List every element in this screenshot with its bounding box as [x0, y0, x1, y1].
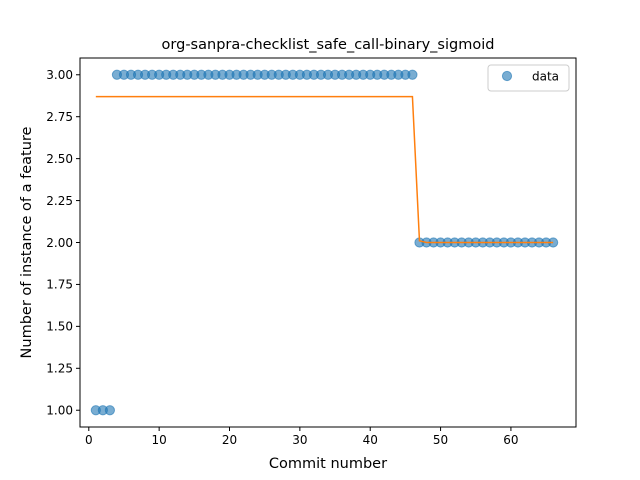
data-point — [104, 405, 116, 416]
y-tick-label: 2.50 — [46, 152, 73, 166]
x-tick-label: 50 — [433, 433, 448, 447]
y-axis-ticks: 1.00 1.25 1.50 1.75 2.00 2.25 2.50 2.75 3.00 — [46, 68, 80, 418]
y-tick-label: 2.25 — [46, 194, 73, 208]
legend-label: data — [532, 70, 559, 84]
scatter-series-data — [90, 69, 559, 416]
y-tick-label: 3.00 — [46, 68, 73, 82]
x-tick-label: 10 — [152, 433, 167, 447]
legend-marker — [501, 70, 513, 82]
y-tick-label: 1.00 — [46, 404, 73, 418]
x-tick-label: 20 — [222, 433, 237, 447]
y-tick-label: 2.00 — [46, 236, 73, 250]
x-axis-label: Commit number — [269, 456, 387, 472]
y-tick-label: 1.75 — [46, 278, 73, 292]
x-tick-label: 0 — [85, 433, 93, 447]
chart-title: org-sanpra-checklist_safe_call-binary_si… — [162, 37, 495, 53]
sigmoid-fit-line — [95, 95, 554, 244]
data-point — [407, 69, 418, 80]
x-tick-label: 30 — [292, 433, 307, 447]
y-tick-label: 1.25 — [46, 362, 73, 376]
y-tick-label: 2.75 — [46, 110, 73, 124]
x-tick-label: 60 — [503, 433, 518, 447]
x-axis-ticks: 0 10 20 30 40 50 60 — [85, 427, 519, 447]
x-tick-label: 40 — [363, 433, 378, 447]
series-layer — [90, 69, 559, 416]
y-axis-label: Number of instance of a feature — [19, 126, 35, 358]
legend: data — [487, 64, 570, 92]
y-tick-label: 1.50 — [46, 320, 73, 334]
